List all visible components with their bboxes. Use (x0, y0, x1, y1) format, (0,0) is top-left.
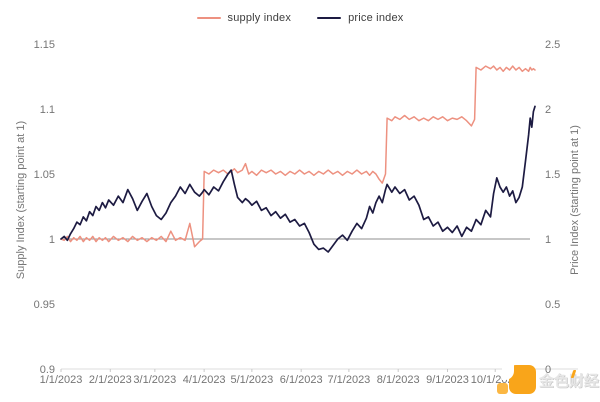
right-y-tick-label: 2.5 (545, 39, 560, 51)
x-tick-label: 9/1/2023 (426, 374, 469, 386)
x-tick-label: 2/1/2023 (89, 374, 132, 386)
price-line-swatch-icon (317, 17, 342, 19)
supply-index-line (60, 65, 536, 248)
right-axis-title: Price Index (starting point at 1) (569, 125, 581, 275)
left-axis-tick-labels: 1.15 1.1 1.05 1 0.95 0.9 (34, 39, 55, 376)
x-axis-ticks (60, 369, 496, 372)
right-axis-tick-labels: 2.5 2 1.5 1 0.5 0 (545, 39, 560, 376)
supply-line-swatch-icon (196, 17, 221, 19)
legend: supply index price index (0, 12, 600, 24)
logo-small-shape (497, 383, 508, 394)
legend-item-supply-index: supply index (196, 12, 292, 24)
left-axis-title: Supply Index (starting point at 1) (15, 121, 27, 279)
x-tick-label: 1/1/2023 (40, 374, 83, 386)
right-y-tick-label: 0 (545, 364, 551, 376)
x-tick-label: 8/1/2023 (377, 374, 420, 386)
watermark-label: 金色财经 (539, 372, 600, 390)
left-y-tick-label: 0.95 (34, 299, 55, 311)
left-y-tick-label: 1.15 (34, 39, 55, 51)
x-axis-tick-labels: 1/1/2023 2/1/2023 3/1/2023 4/1/2023 5/1/2023… (40, 374, 520, 386)
left-y-tick-label: 1.05 (34, 169, 55, 181)
x-tick-label: 5/1/2023 (230, 374, 273, 386)
right-y-tick-label: 0.5 (545, 299, 560, 311)
logo-notch-shape (502, 365, 514, 380)
x-tick-label: 6/1/2023 (280, 374, 323, 386)
x-tick-label: 4/1/2023 (183, 374, 226, 386)
right-y-tick-label: 2 (545, 104, 551, 116)
price-index-line (60, 105, 536, 253)
legend-item-price-index: price index (317, 12, 403, 24)
watermark-text: 金色财经 (539, 369, 600, 391)
left-y-tick-label: 0.9 (40, 364, 55, 376)
legend-label-supply: supply index (227, 12, 292, 24)
x-tick-label: 7/1/2023 (327, 374, 370, 386)
watermark: 金色财经 (496, 365, 599, 395)
legend-label-price: price index (348, 12, 404, 24)
left-y-tick-label: 1.1 (40, 104, 55, 116)
right-y-tick-label: 1 (545, 234, 551, 246)
right-y-tick-label: 1.5 (545, 169, 560, 181)
jinse-finance-logo-icon (496, 365, 536, 395)
x-tick-label: 3/1/2023 (133, 374, 176, 386)
left-y-tick-label: 1 (49, 234, 55, 246)
